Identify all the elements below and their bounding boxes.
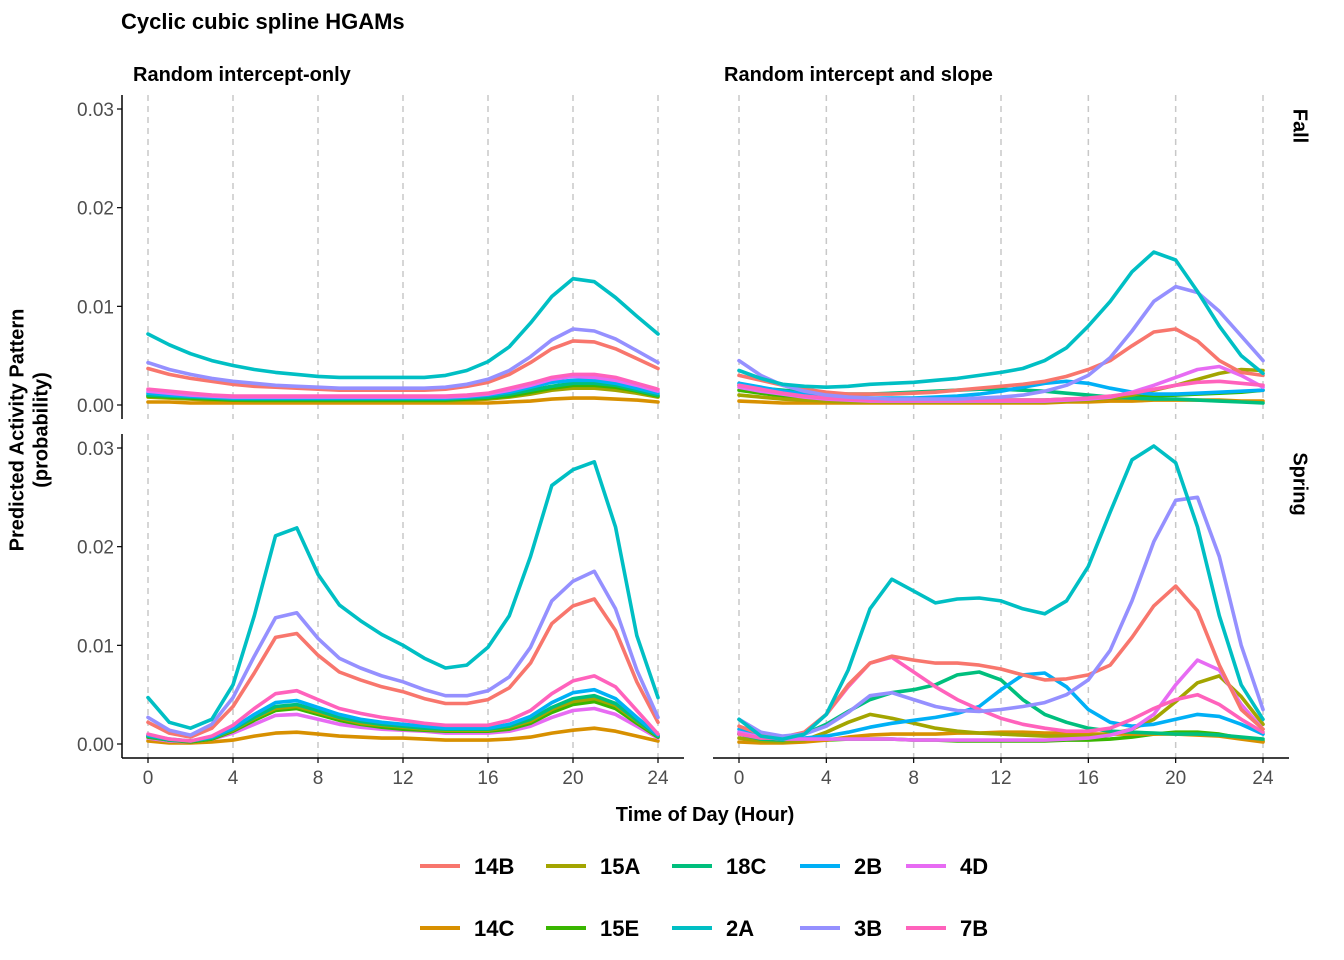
legend-label: 14C	[474, 916, 514, 941]
series-line-14C	[146, 396, 660, 405]
y-axis-label-line-2: (probability)	[30, 372, 52, 488]
x-tick-label: 12	[392, 768, 413, 789]
panel-1-1: 0.00 0.01 0.02 0.03	[77, 95, 660, 419]
legend-label: 14B	[474, 854, 514, 879]
legend-item-14C: 14C	[420, 916, 514, 941]
y-tick-label: 0.01	[77, 636, 114, 657]
series-line-14B	[146, 597, 660, 739]
x-axis-label: Time of Day (Hour)	[616, 804, 795, 826]
series-line-2A	[737, 444, 1265, 741]
panel-1-2: 0.00 0.01 0.02 0.03 0 4 8 12 16 20 24	[77, 434, 684, 789]
series-line-3B	[146, 327, 660, 390]
x-tick-label: 0	[143, 768, 154, 789]
x-tick-label: 20	[1165, 768, 1186, 789]
facet-label-col-2: Random intercept and slope	[724, 64, 993, 86]
y-tick-label: 0.03	[77, 100, 114, 121]
legend-label: 7B	[960, 916, 988, 941]
legend-item-18C: 18C	[672, 854, 766, 879]
facet-label-row-1: Fall	[1289, 109, 1311, 143]
series-line-2B	[146, 687, 660, 743]
x-tick-label: 8	[908, 768, 919, 789]
series-line-2B	[737, 671, 1265, 740]
y-tick-label: 0.00	[77, 396, 114, 417]
x-tick-label: 24	[1252, 768, 1274, 789]
legend-label: 18C	[726, 854, 766, 879]
series-line-7B	[146, 674, 660, 743]
legend-item-7B: 7B	[906, 916, 988, 941]
series-line-15A	[737, 674, 1265, 744]
legend-label: 3B	[854, 916, 882, 941]
series-line-2A	[146, 460, 660, 730]
series-line-7B	[146, 372, 660, 398]
series-line-4D	[737, 658, 1265, 742]
series-line-3B	[737, 495, 1265, 738]
legend-item-15A: 15A	[546, 854, 640, 879]
x-tick-label: 4	[821, 768, 832, 789]
x-tick-label: 8	[313, 768, 324, 789]
legend-item-15E: 15E	[546, 916, 639, 941]
y-tick-label: 0.00	[77, 735, 114, 756]
chart-title: Cyclic cubic spline HGAMs	[121, 9, 405, 34]
series-line-3B	[146, 569, 660, 737]
series-line-14C	[146, 726, 660, 745]
y-axis-label-line-1: Predicted Activity Pattern	[6, 309, 28, 552]
x-tick-label: 20	[562, 768, 583, 789]
x-tick-label: 16	[1078, 768, 1099, 789]
legend-label: 15E	[600, 916, 639, 941]
legend-item-14B: 14B	[420, 854, 514, 879]
legend-item-2A: 2A	[672, 916, 754, 941]
x-tick-label: 0	[734, 768, 745, 789]
series-line-14B	[146, 339, 660, 392]
legend-item-2B: 2B	[800, 854, 882, 879]
series-line-7B	[737, 379, 1265, 402]
facet-label-col-1: Random intercept-only	[133, 64, 352, 86]
panel-2-2: 0 4 8 12 16 20 24	[713, 434, 1289, 789]
x-tick-label: 4	[228, 768, 239, 789]
legend: 14B 15A 18C 2B 4D 14C 15E 2A 3B 7B	[420, 854, 988, 941]
y-tick-label: 0.02	[77, 199, 114, 220]
y-tick-label: 0.03	[77, 439, 114, 460]
x-tick-label: 12	[990, 768, 1011, 789]
series-line-3B	[737, 284, 1265, 401]
y-tick-label: 0.02	[77, 538, 114, 559]
facet-label-row-2: Spring	[1289, 452, 1311, 515]
series-line-2A	[737, 250, 1265, 389]
legend-label: 15A	[600, 854, 640, 879]
series-line-14B	[737, 327, 1265, 396]
legend-label: 2B	[854, 854, 882, 879]
y-tick-label: 0.01	[77, 297, 114, 318]
x-tick-label: 16	[477, 768, 498, 789]
legend-item-4D: 4D	[906, 854, 988, 879]
panel-2-1	[737, 95, 1265, 419]
series-line-2A	[146, 276, 660, 380]
x-tick-label: 24	[647, 768, 669, 789]
legend-label: 2A	[726, 916, 754, 941]
panels: 0.00 0.01 0.02 0.03 0.00 0.01 0.02 0.03 0 4 8 12 16 2…	[77, 95, 1289, 789]
legend-label: 4D	[960, 854, 988, 879]
legend-item-3B: 3B	[800, 916, 882, 941]
